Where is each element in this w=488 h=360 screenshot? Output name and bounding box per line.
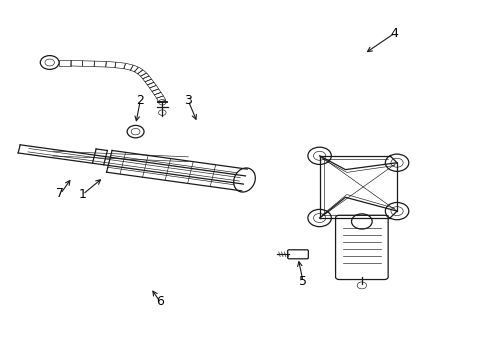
Text: 3: 3: [184, 94, 192, 107]
Text: 6: 6: [156, 295, 163, 308]
Text: 1: 1: [79, 188, 86, 201]
Text: 7: 7: [57, 187, 64, 200]
Text: 4: 4: [390, 27, 398, 40]
Text: 5: 5: [299, 275, 306, 288]
Text: 2: 2: [136, 94, 144, 107]
